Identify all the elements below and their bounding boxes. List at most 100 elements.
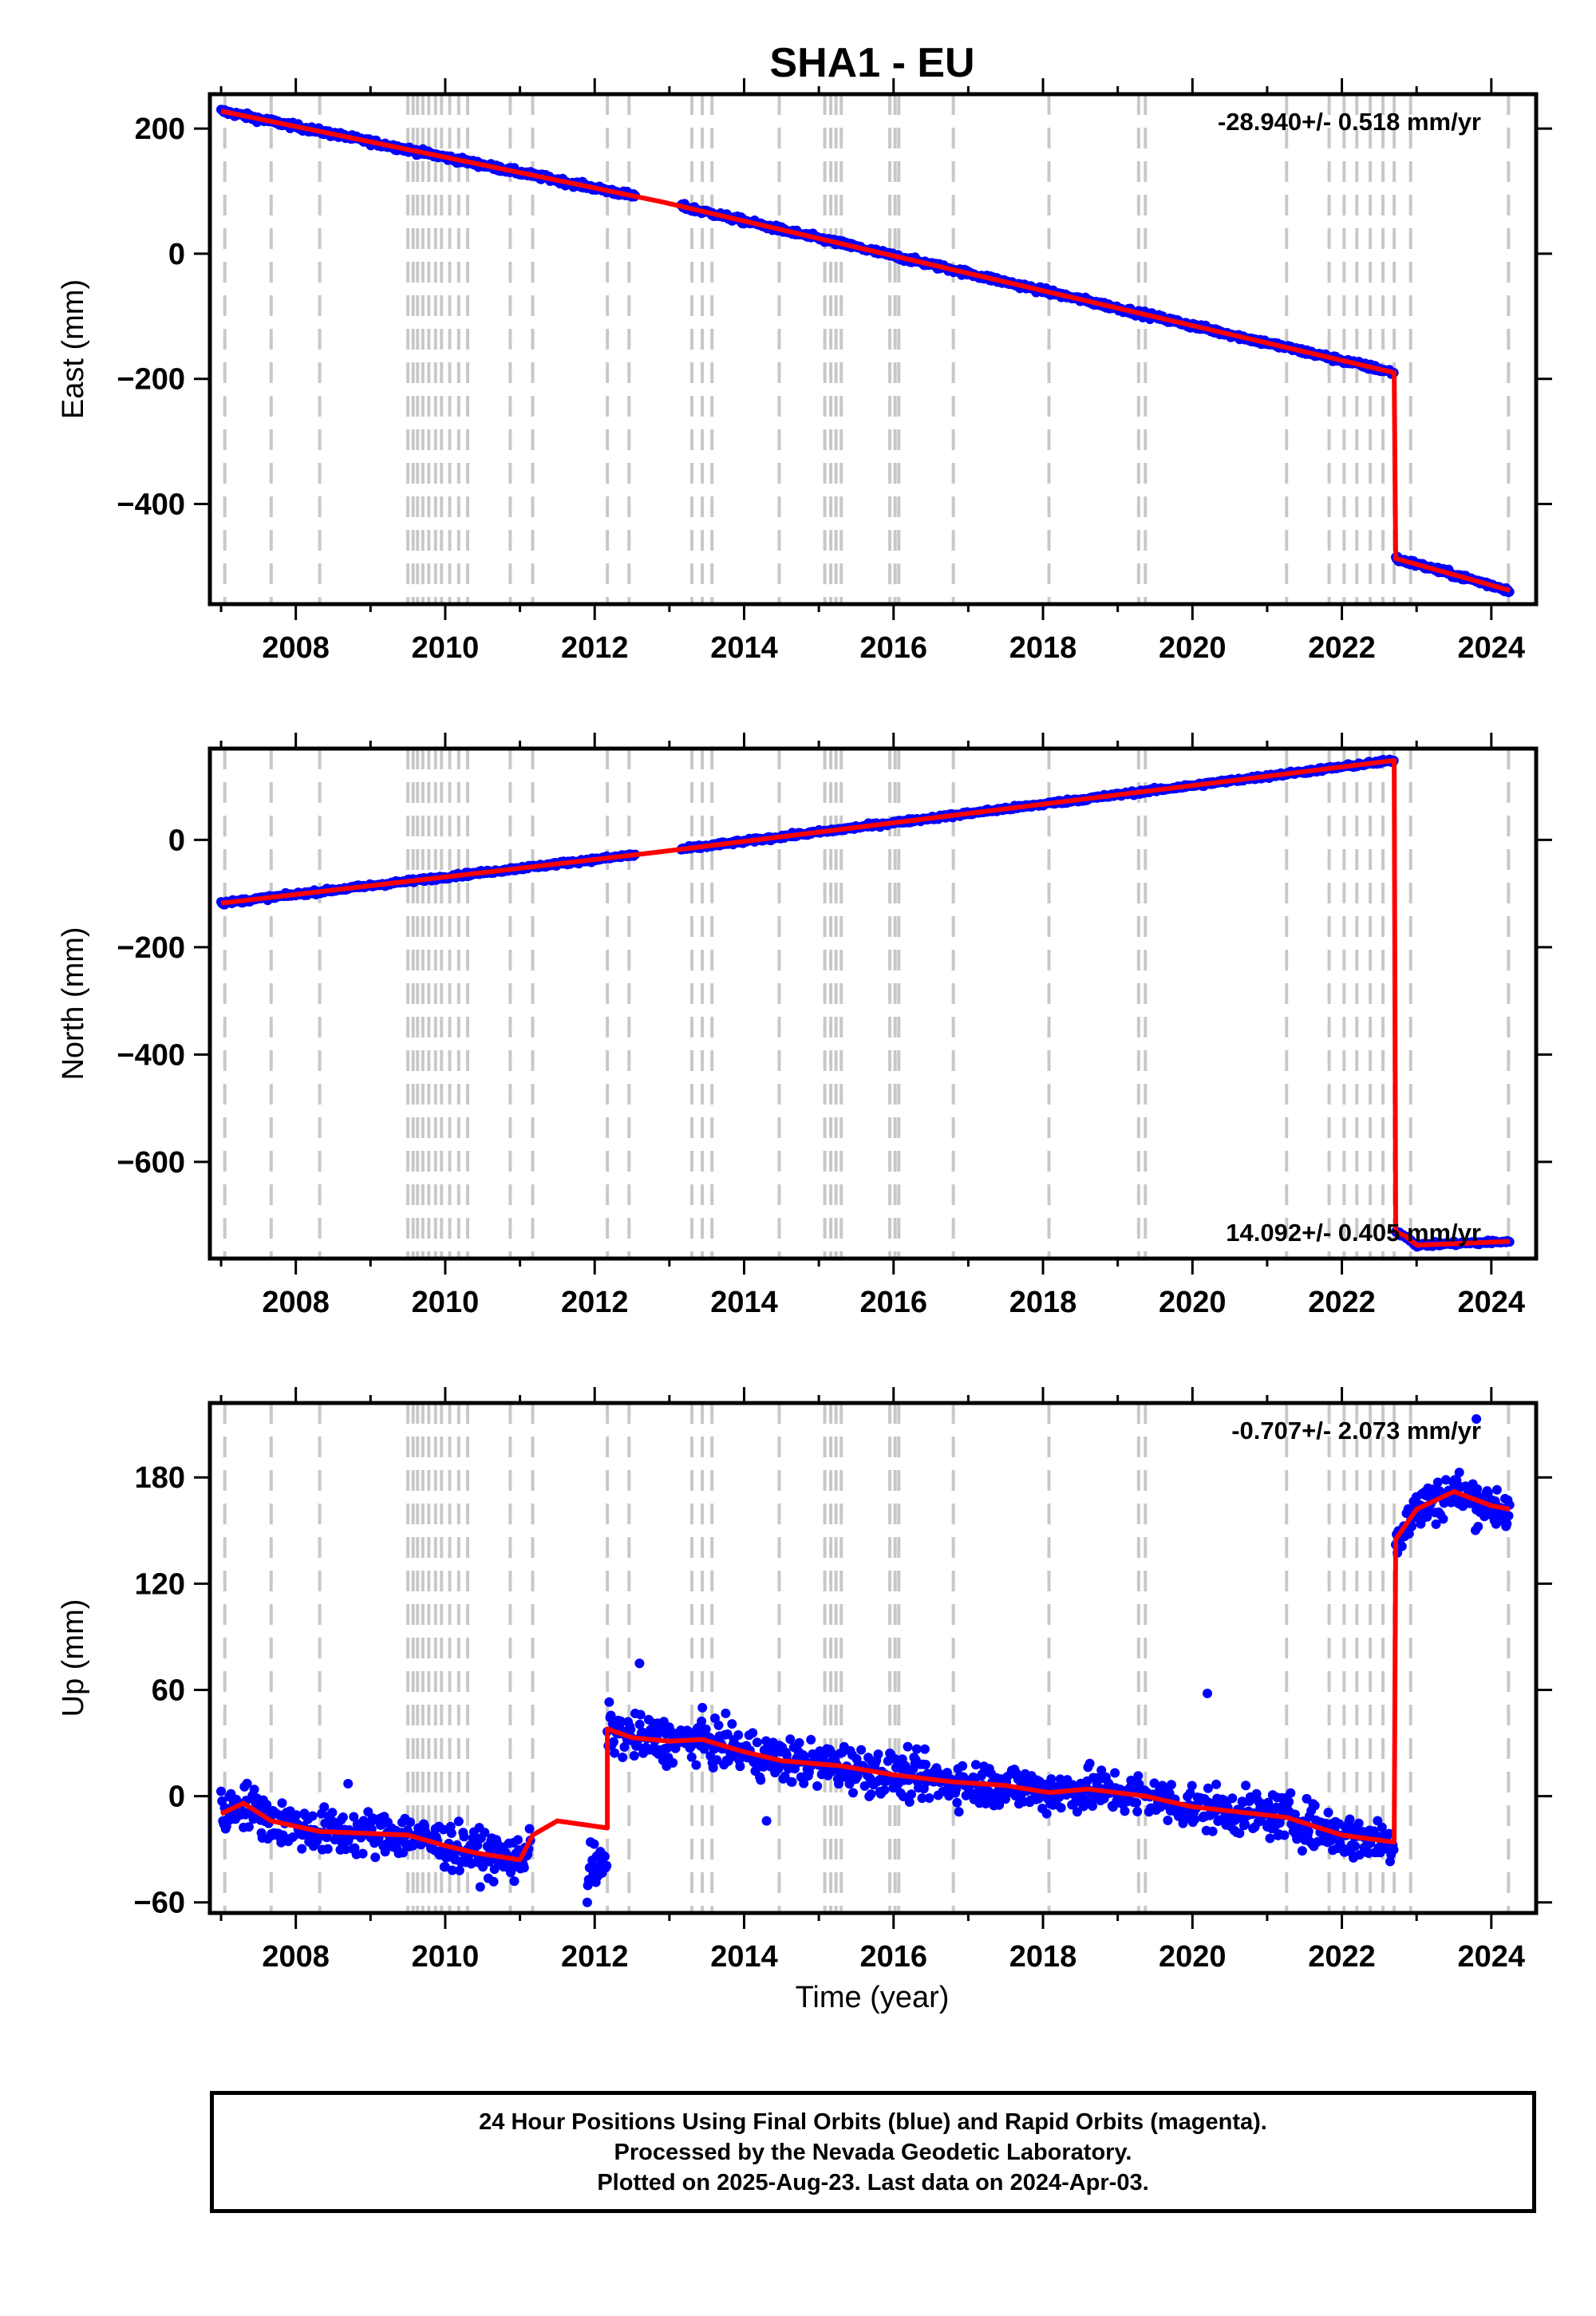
y-tick-label: 60	[152, 1674, 185, 1707]
data-point	[1235, 1828, 1245, 1839]
panel-1: 2008 2010 2012 2014 2016 2018 2020 2022 2024 200 0…	[57, 78, 1552, 665]
y-tick-label: −600	[117, 1146, 185, 1180]
x-axis-title: Time (year)	[796, 1981, 950, 2014]
x-tick-label: 2012	[561, 631, 629, 665]
data-point	[727, 1719, 737, 1729]
data-point	[277, 1798, 287, 1808]
x-tick-label: 2016	[859, 1286, 927, 1319]
data-point	[1241, 1780, 1251, 1791]
data-point	[438, 1824, 448, 1835]
data-point	[610, 1748, 620, 1758]
data-point-outlier	[761, 1816, 772, 1826]
data-point	[904, 1797, 915, 1807]
data-point	[1286, 1788, 1296, 1798]
data-point	[1088, 1801, 1097, 1811]
data-point	[1227, 1793, 1238, 1804]
x-tick-label: 2012	[561, 1286, 629, 1319]
data-point	[604, 1697, 614, 1707]
data-point	[322, 1832, 332, 1843]
data-point	[1072, 1807, 1082, 1817]
data-point	[752, 1737, 762, 1748]
data-point	[489, 1864, 500, 1875]
data-point	[924, 1793, 934, 1803]
rate-annotation: -28.940+/- 0.518 mm/yr	[1218, 108, 1481, 136]
data-point	[459, 1832, 469, 1842]
data-point	[1046, 1774, 1057, 1784]
data-point	[1502, 1519, 1512, 1529]
data-point	[812, 1781, 823, 1791]
y-tick-label: −400	[117, 488, 185, 522]
data-point	[873, 1749, 883, 1760]
data-point	[713, 1720, 724, 1730]
data-point	[879, 1785, 890, 1795]
data-point	[524, 1824, 535, 1834]
data-point	[903, 1741, 913, 1752]
panel-plot-area	[216, 1403, 1515, 1913]
data-point	[446, 1828, 456, 1838]
y-tick-label: −200	[117, 931, 185, 965]
data-point	[341, 1844, 351, 1855]
data-point	[1432, 1477, 1443, 1488]
data-point	[1483, 1488, 1493, 1498]
data-point	[635, 1709, 646, 1720]
data-point	[1350, 1841, 1361, 1852]
x-tick-label: 2020	[1159, 1286, 1227, 1319]
data-point	[1132, 1797, 1142, 1808]
data-point	[756, 1775, 766, 1785]
x-tick-label: 2010	[412, 631, 480, 665]
x-tick-label: 2020	[1159, 631, 1227, 665]
data-point	[1310, 1800, 1320, 1811]
model-line	[220, 757, 1511, 1248]
x-tick-label: 2024	[1458, 1286, 1526, 1319]
data-point	[1166, 1780, 1176, 1790]
x-tick-label: 2022	[1308, 1940, 1376, 1974]
data-point	[958, 1761, 968, 1771]
data-point	[338, 1812, 348, 1822]
data-point	[1404, 1528, 1414, 1539]
data-point-outlier	[582, 1897, 592, 1907]
data-point	[1190, 1814, 1200, 1824]
y-axis-title: North (mm)	[57, 927, 90, 1080]
data-point	[1056, 1803, 1066, 1813]
x-tick-label: 2024	[1458, 631, 1526, 665]
data-point	[243, 1822, 254, 1832]
data-point	[898, 1792, 908, 1801]
data-point	[921, 1760, 930, 1769]
data-point	[697, 1702, 708, 1713]
data-point	[848, 1788, 858, 1798]
data-point	[952, 1797, 962, 1808]
data-point	[1149, 1778, 1159, 1788]
rate-annotation: -0.707+/- 2.073 mm/yr	[1231, 1417, 1481, 1445]
data-point	[977, 1769, 987, 1779]
data-point	[794, 1737, 804, 1748]
data-point	[370, 1852, 381, 1863]
data-point	[633, 1741, 643, 1751]
data-point	[907, 1789, 916, 1800]
data-point	[398, 1848, 409, 1858]
data-point	[1203, 1783, 1213, 1793]
data-point	[475, 1882, 485, 1892]
data-point	[488, 1876, 499, 1887]
data-points	[216, 1414, 1515, 1907]
data-point	[866, 1789, 876, 1800]
data-point	[454, 1865, 464, 1875]
data-point	[1491, 1484, 1502, 1495]
data-point	[1284, 1796, 1294, 1807]
panel-frame	[207, 1401, 1539, 1915]
data-point	[599, 1852, 610, 1862]
x-tick-label: 2018	[1009, 1940, 1077, 1974]
footer-box: 24 Hour Positions Using Final Orbits (bl…	[210, 2091, 1536, 2213]
data-point	[859, 1780, 870, 1791]
y-tick-label: −400	[117, 1038, 185, 1072]
x-tick-label: 2018	[1009, 1286, 1077, 1319]
footer-line-2: Processed by the Nevada Geodetic Laborat…	[614, 2139, 1132, 2165]
data-point	[965, 1787, 975, 1796]
data-point	[249, 1784, 259, 1795]
data-point	[634, 1719, 645, 1729]
y-tick-label: 200	[135, 113, 185, 146]
data-point	[1110, 1768, 1120, 1778]
data-point	[1120, 1806, 1130, 1816]
data-point	[785, 1734, 796, 1745]
data-point	[970, 1760, 981, 1770]
panel-plot-area	[216, 94, 1515, 604]
